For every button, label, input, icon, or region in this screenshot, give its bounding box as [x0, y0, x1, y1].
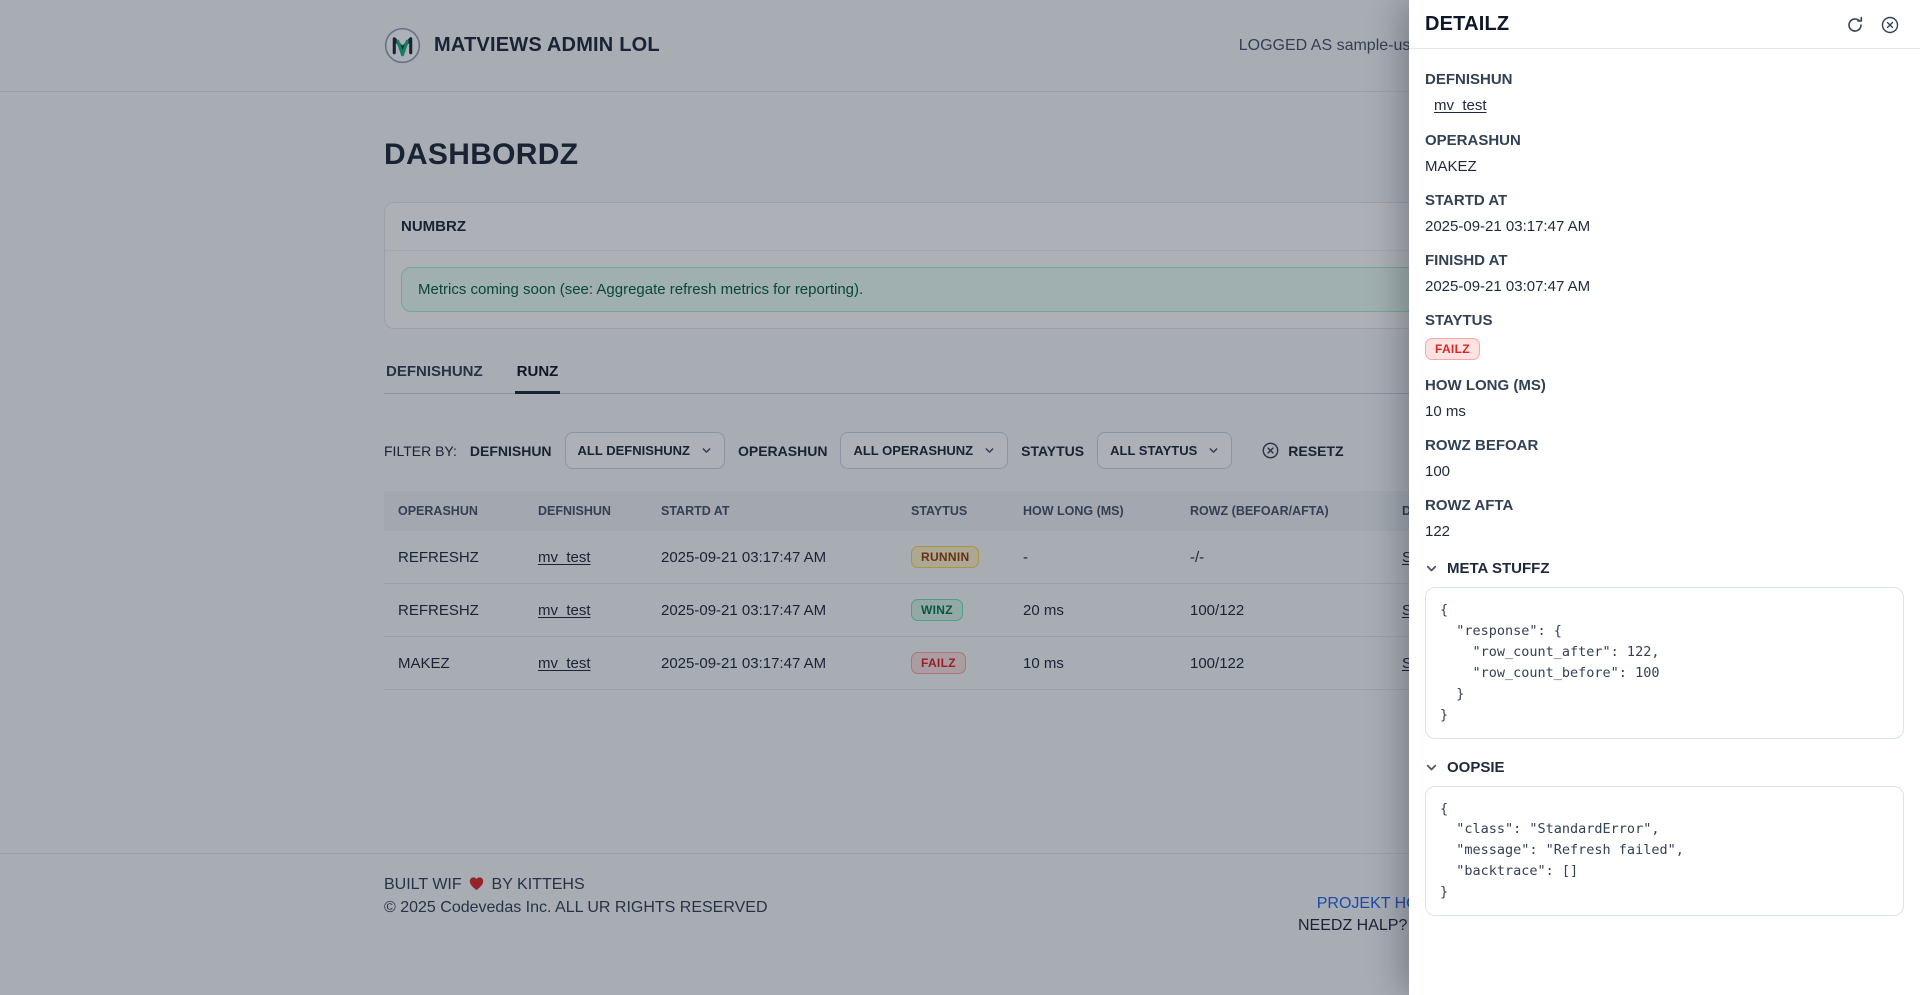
drawer-defnishun-label: DEFNISHUN [1425, 71, 1513, 88]
drawer-status-badge: FAILZ [1425, 338, 1480, 360]
runs-table: OPERASHUN DEFNISHUN STARTD AT STAYTUS HO… [384, 491, 1536, 690]
chevron-down-icon [702, 448, 711, 453]
matviews-logo-icon [384, 27, 421, 64]
col-rowz: ROWZ (BEFOAR/AFTA) [1176, 491, 1388, 531]
defnishun-filter-label: DEFNISHUN [469, 442, 552, 459]
numbrz-card-title: NUMBRZ [385, 203, 1535, 251]
defnishun-select[interactable]: ALL DEFNISHUNZ [564, 432, 725, 469]
tab-defnishunz[interactable]: DEFNISHUNZ [386, 363, 483, 380]
detailz-drawer: DETAILZ DEFNISHUN mv_test OPERASHUN MAKE… [1409, 0, 1920, 995]
drawer-operashun-value: MAKEZ [1425, 158, 1477, 175]
operashun-cell: REFRESHZ [384, 583, 524, 637]
operashun-select-value: ALL OPERASHUNZ [853, 443, 974, 458]
oopsie-code: { "class": "StandardError", "message": "… [1425, 785, 1904, 917]
how-long-cell: 20 ms [1009, 583, 1176, 637]
metrics-banner: Metrics coming soon (see: Aggregate refr… [401, 267, 1519, 312]
operashun-cell: REFRESHZ [384, 531, 524, 584]
resetz-button-label: RESETZ [1288, 442, 1344, 459]
status-badge: FAILZ [911, 652, 966, 674]
status-badge: RUNNIN [911, 546, 980, 568]
col-how-long: HOW LONG (MS) [1009, 491, 1176, 531]
resetz-button[interactable]: RESETZ [1261, 441, 1344, 460]
drawer-finishd-label: FINISHD AT [1425, 252, 1508, 269]
page-title: DASHBORDZ [384, 138, 579, 171]
drawer-startd-value: 2025-09-21 03:17:47 AM [1425, 218, 1591, 235]
close-icon [1881, 16, 1899, 33]
chevron-down-icon [1426, 764, 1437, 770]
brand: MATVIEWS ADMIN LOL [384, 27, 660, 64]
col-operashun: OPERASHUN [384, 491, 524, 531]
close-button[interactable] [1880, 15, 1900, 35]
drawer-rowz-befoar-value: 100 [1425, 463, 1451, 480]
drawer-staytus-label: STAYTUS [1425, 312, 1493, 329]
needz-halp-text: NEEDZ HALP? [1298, 917, 1408, 934]
defnishun-link[interactable]: mv_test [538, 601, 591, 619]
col-defnishun: DEFNISHUN [524, 491, 647, 531]
refresh-icon [1848, 16, 1863, 32]
drawer-rowz-afta-label: ROWZ AFTA [1425, 497, 1514, 514]
drawer-finishd-value: 2025-09-21 03:07:47 AM [1425, 278, 1591, 295]
copyright-text: © 2025 Codevedas Inc. ALL UR RIGHTS RESE… [384, 899, 768, 916]
operashun-filter-label: OPERASHUN [737, 442, 828, 459]
meta-stuffz-label: META STUFFZ [1447, 560, 1550, 577]
col-startd-at: STARTD AT [647, 491, 897, 531]
chevron-down-icon [1209, 448, 1218, 453]
tab-bar: DEFNISHUNZ RUNZ [384, 363, 1536, 394]
refresh-button[interactable] [1845, 15, 1865, 35]
drawer-body: DEFNISHUN mv_test OPERASHUN MAKEZ STARTD… [1409, 49, 1920, 936]
drawer-startd-label: STARTD AT [1425, 192, 1508, 209]
status-badge: WINZ [911, 599, 963, 621]
staytus-filter-label: STAYTUS [1021, 442, 1085, 459]
operashun-select[interactable]: ALL OPERASHUNZ [840, 432, 1009, 469]
drawer-rowz-afta-value: 122 [1425, 523, 1451, 540]
meta-stuffz-toggle[interactable]: META STUFFZ [1425, 560, 1904, 577]
oopsie-toggle[interactable]: OOPSIE [1425, 759, 1904, 776]
drawer-operashun-label: OPERASHUN [1425, 132, 1521, 149]
startd-at-cell: 2025-09-21 03:17:47 AM [647, 636, 897, 690]
drawer-header: DETAILZ [1409, 0, 1920, 49]
filter-bar: FILTER BY: DEFNISHUN ALL DEFNISHUNZ OPER… [384, 432, 1536, 469]
circle-x-icon [1262, 442, 1279, 459]
defnishun-select-value: ALL DEFNISHUNZ [577, 443, 690, 458]
drawer-how-long-value: 10 ms [1425, 403, 1466, 420]
built-by-text: BUILT WIF BY KITTEHS [384, 876, 585, 893]
brand-name: MATVIEWS ADMIN LOL [434, 34, 660, 56]
staytus-select[interactable]: ALL STAYTUS [1097, 432, 1233, 469]
drawer-how-long-label: HOW LONG (MS) [1425, 377, 1546, 394]
chevron-down-icon [985, 448, 994, 453]
drawer-rowz-befoar-label: ROWZ BEFOAR [1425, 437, 1539, 454]
rowz-cell: 100/122 [1176, 636, 1388, 690]
drawer-defnishun-link[interactable]: mv_test [1434, 97, 1487, 114]
staytus-select-value: ALL STAYTUS [1110, 443, 1198, 458]
rowz-cell: -/- [1176, 531, 1388, 584]
startd-at-cell: 2025-09-21 03:17:47 AM [647, 531, 897, 584]
how-long-cell: 10 ms [1009, 636, 1176, 690]
defnishun-link[interactable]: mv_test [538, 548, 591, 566]
filter-by-label: FILTER BY: [384, 442, 457, 459]
tab-runz[interactable]: RUNZ [514, 363, 561, 394]
col-staytus: STAYTUS [897, 491, 1009, 531]
chevron-down-icon [1426, 565, 1437, 572]
meta-stuffz-code: { "response": { "row_count_after": 122, … [1425, 587, 1904, 739]
operashun-cell: MAKEZ [384, 636, 524, 690]
rowz-cell: 100/122 [1176, 583, 1388, 637]
how-long-cell: - [1009, 531, 1176, 584]
oopsie-label: OOPSIE [1447, 758, 1505, 776]
numbrz-card: NUMBRZ Metrics coming soon (see: Aggrega… [384, 202, 1536, 329]
heart-icon [469, 877, 484, 890]
defnishun-link[interactable]: mv_test [538, 654, 591, 672]
drawer-title: DETAILZ [1425, 13, 1510, 35]
startd-at-cell: 2025-09-21 03:17:47 AM [647, 583, 897, 637]
